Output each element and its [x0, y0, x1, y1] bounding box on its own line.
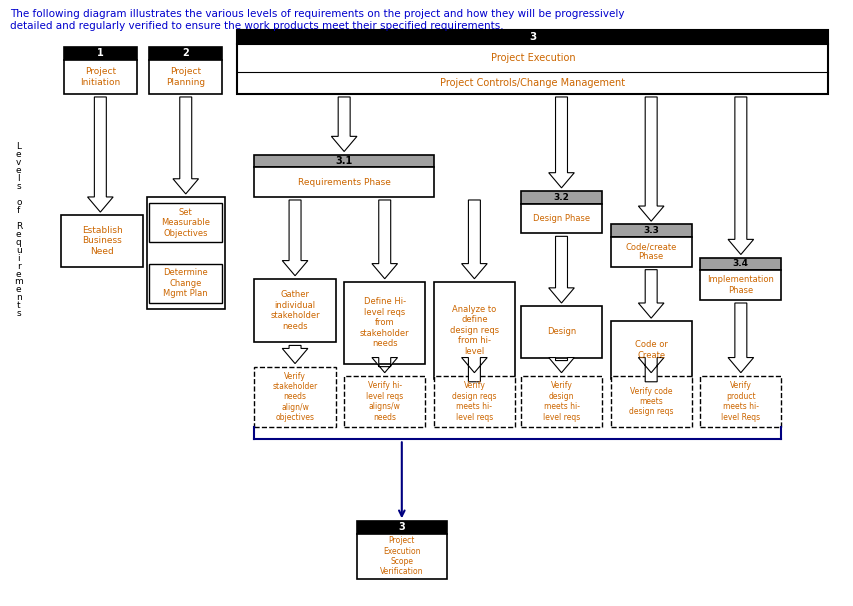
Text: L
e
v
e
l
s
 
o
f
 
R
e
q
u
i
r
e
m
e
n
t
s: L e v e l s o f R e q u i r e m e n t s: [15, 142, 23, 318]
FancyBboxPatch shape: [699, 258, 780, 270]
FancyBboxPatch shape: [344, 282, 425, 364]
Text: Project Execution: Project Execution: [490, 53, 575, 63]
FancyBboxPatch shape: [254, 279, 335, 342]
Text: Code/create
Phase: Code/create Phase: [624, 242, 676, 262]
Polygon shape: [331, 97, 357, 152]
Text: 1: 1: [97, 48, 103, 58]
Polygon shape: [281, 345, 308, 364]
Polygon shape: [727, 97, 752, 255]
Polygon shape: [548, 236, 574, 303]
Text: Verify
design
meets hi-
level reqs: Verify design meets hi- level reqs: [543, 381, 579, 422]
FancyBboxPatch shape: [520, 204, 601, 233]
Polygon shape: [461, 200, 486, 279]
Text: Gather
individual
stakeholder
needs: Gather individual stakeholder needs: [270, 290, 320, 331]
FancyBboxPatch shape: [237, 44, 827, 94]
Polygon shape: [727, 303, 752, 373]
Text: 2: 2: [183, 48, 189, 58]
FancyBboxPatch shape: [610, 237, 691, 267]
Text: Requirements Phase: Requirements Phase: [298, 178, 390, 187]
FancyBboxPatch shape: [520, 191, 601, 204]
FancyBboxPatch shape: [149, 203, 222, 242]
Text: Design: Design: [546, 327, 576, 336]
Text: Project Controls/Change Management: Project Controls/Change Management: [440, 78, 624, 88]
FancyBboxPatch shape: [344, 376, 425, 427]
Text: 3.4: 3.4: [732, 259, 748, 268]
Text: Determine
Change
Mgmt Plan: Determine Change Mgmt Plan: [163, 268, 208, 298]
FancyBboxPatch shape: [254, 155, 433, 167]
FancyBboxPatch shape: [149, 264, 222, 303]
FancyBboxPatch shape: [433, 282, 514, 379]
Polygon shape: [548, 358, 574, 373]
FancyBboxPatch shape: [64, 47, 136, 60]
Text: 3: 3: [398, 522, 404, 533]
Polygon shape: [548, 97, 574, 188]
FancyBboxPatch shape: [357, 534, 446, 579]
FancyBboxPatch shape: [357, 521, 446, 534]
Polygon shape: [372, 200, 397, 279]
FancyBboxPatch shape: [610, 224, 691, 237]
Text: 3.2: 3.2: [553, 193, 569, 202]
Text: The following diagram illustrates the various levels of requirements on the proj: The following diagram illustrates the va…: [10, 9, 624, 31]
Text: Set
Measurable
Objectives: Set Measurable Objectives: [161, 208, 210, 238]
FancyBboxPatch shape: [520, 306, 601, 358]
Polygon shape: [638, 270, 664, 318]
FancyBboxPatch shape: [149, 47, 222, 60]
Polygon shape: [638, 97, 664, 221]
Polygon shape: [461, 358, 486, 382]
Text: Verify code
meets
design reqs: Verify code meets design reqs: [628, 387, 673, 416]
Polygon shape: [87, 97, 113, 212]
Text: Define Hi-
level reqs
from
stakeholder
needs: Define Hi- level reqs from stakeholder n…: [359, 298, 409, 348]
Text: 3: 3: [529, 32, 536, 42]
Polygon shape: [173, 97, 198, 194]
Polygon shape: [281, 200, 308, 276]
FancyBboxPatch shape: [237, 30, 827, 44]
Text: Verify
design reqs
meets hi-
level reqs: Verify design reqs meets hi- level reqs: [451, 381, 496, 422]
FancyBboxPatch shape: [610, 376, 691, 427]
FancyBboxPatch shape: [610, 321, 691, 379]
Text: Design Phase: Design Phase: [532, 214, 589, 223]
FancyBboxPatch shape: [699, 376, 780, 427]
FancyBboxPatch shape: [433, 376, 514, 427]
Text: Project
Initiation: Project Initiation: [80, 67, 120, 87]
Text: Verify
stakeholder
needs
align/w
objectives: Verify stakeholder needs align/w objecti…: [272, 371, 317, 422]
FancyBboxPatch shape: [699, 270, 780, 300]
FancyBboxPatch shape: [149, 60, 222, 94]
Text: Project
Execution
Scope
Verification: Project Execution Scope Verification: [380, 536, 423, 576]
Text: Verify
product
meets hi-
level Reqs: Verify product meets hi- level Reqs: [721, 381, 759, 422]
FancyBboxPatch shape: [254, 367, 335, 427]
Text: 3.1: 3.1: [335, 156, 352, 166]
FancyBboxPatch shape: [254, 167, 433, 197]
Text: Verify hi-
level reqs
aligns/w
needs: Verify hi- level reqs aligns/w needs: [366, 381, 403, 422]
Text: 3.3: 3.3: [642, 226, 659, 235]
Text: Project
Planning: Project Planning: [166, 67, 205, 87]
Text: Implementation
Phase: Implementation Phase: [706, 275, 774, 295]
FancyBboxPatch shape: [520, 376, 601, 427]
FancyBboxPatch shape: [61, 215, 142, 267]
Polygon shape: [372, 358, 397, 373]
Text: Analyze to
define
design reqs
from hi-
level: Analyze to define design reqs from hi- l…: [450, 305, 498, 356]
Polygon shape: [638, 358, 664, 382]
FancyBboxPatch shape: [64, 60, 136, 94]
Text: Code or
Create: Code or Create: [634, 340, 667, 360]
Text: Establish
Business
Need: Establish Business Need: [82, 226, 122, 256]
